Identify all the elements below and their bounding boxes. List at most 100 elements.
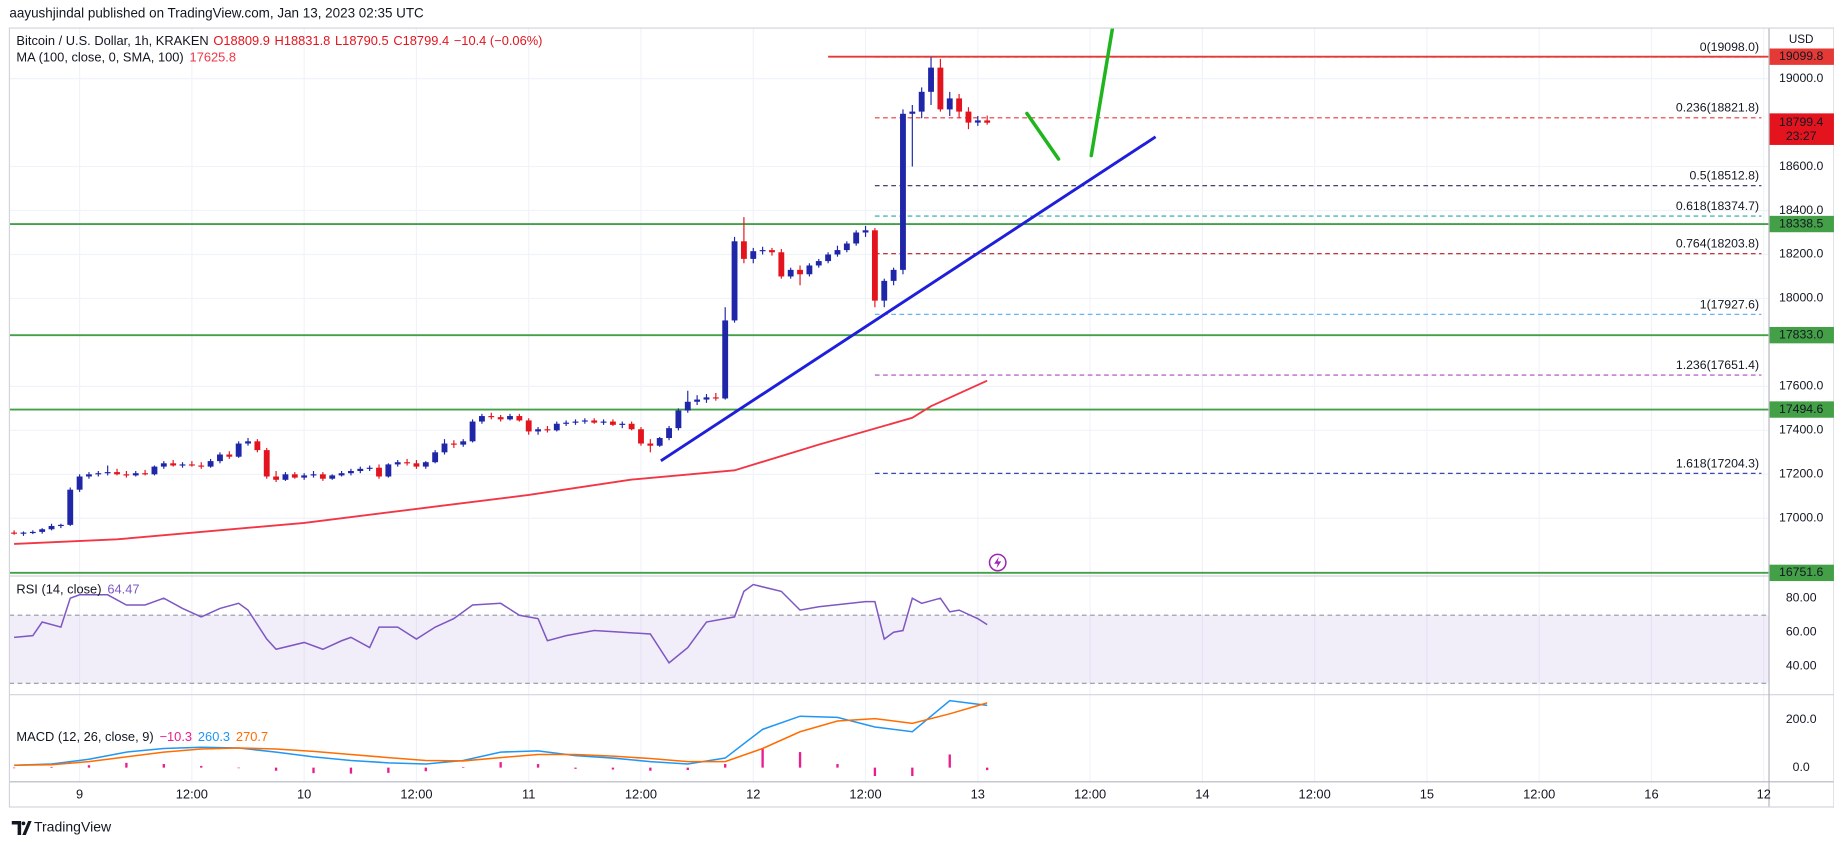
histogram-bar xyxy=(948,754,951,768)
candle-body xyxy=(956,98,963,112)
macd-line xyxy=(14,699,988,766)
candle-body xyxy=(385,464,392,477)
level-tag-label: 19099.8 xyxy=(1779,49,1824,63)
candle-body xyxy=(731,241,738,321)
ohlc-value: C18799.4 xyxy=(393,33,449,48)
y-tick-label: 17400.0 xyxy=(1779,423,1824,437)
candle-body xyxy=(179,464,186,466)
level-tag xyxy=(1769,564,1834,582)
candle-body xyxy=(217,454,223,462)
x-tick-label: 10 xyxy=(297,787,311,802)
candle-body xyxy=(441,443,448,453)
candle-body xyxy=(245,441,251,444)
fib-label: 0.236(18821.8) xyxy=(1676,101,1759,115)
indicator-value: 260.3 xyxy=(198,729,230,744)
x-tick-label: 12:00 xyxy=(400,787,432,802)
y-tick-label: 200.0 xyxy=(1786,712,1817,726)
candle-body xyxy=(95,473,102,475)
histogram-bar xyxy=(798,752,802,768)
candle-body xyxy=(404,462,410,464)
histogram-bar xyxy=(611,767,615,770)
price-tag-label: 18799.4 xyxy=(1779,115,1824,129)
histogram-bar xyxy=(761,748,764,768)
indicator-legend: RSI (14, close) 64.47 xyxy=(16,582,139,597)
candle-body xyxy=(862,230,869,233)
level-tag xyxy=(1769,48,1834,65)
histogram-bar xyxy=(424,767,427,772)
candle-body xyxy=(479,416,485,422)
candle-body xyxy=(806,265,813,275)
histogram-bar xyxy=(724,764,727,768)
drawn-stroke xyxy=(1025,111,1061,161)
y-tick-label: 18000.0 xyxy=(1779,291,1824,305)
axis-tags: 9 12:00 10 12:00 11 12:00 12 12:00 13 12:00 14 12:0… xyxy=(76,33,1834,802)
rsi-band xyxy=(9,615,1769,684)
symbol-title: Bitcoin / U.S. Dollar, 1h, KRAKEN xyxy=(16,33,208,48)
candle-body xyxy=(123,474,130,476)
histogram-bar xyxy=(836,764,839,768)
candle-body xyxy=(432,452,439,463)
candle-body xyxy=(909,111,916,114)
candle-body xyxy=(291,474,298,478)
histogram-bar xyxy=(387,767,390,773)
candle-body xyxy=(310,474,317,476)
candle-body xyxy=(301,475,308,478)
histogram-bar xyxy=(274,767,278,771)
candle-body xyxy=(235,443,242,457)
y-tick-label: 17000.0 xyxy=(1779,511,1824,525)
y-tick-label: 18400.0 xyxy=(1779,203,1824,217)
x-tick-label: 14 xyxy=(1195,787,1209,802)
ohlc-value: L18790.5 xyxy=(335,33,389,48)
macd-line xyxy=(14,702,988,766)
candle-body xyxy=(591,420,598,423)
x-tick-label: 12:00 xyxy=(625,787,657,802)
candle-body xyxy=(535,429,541,432)
candle-body xyxy=(507,416,513,420)
alert-bolt[interactable] xyxy=(994,556,1002,569)
legends: Bitcoin / U.S. Dollar, 1h, KRAKEN O18809.… xyxy=(16,33,542,744)
candle-body xyxy=(488,416,495,418)
candle-body xyxy=(273,476,280,480)
candle-body xyxy=(890,269,897,281)
candle-body xyxy=(142,473,149,475)
candle-body xyxy=(544,429,551,431)
rsi-line xyxy=(14,583,988,665)
candle-body xyxy=(703,397,710,400)
candle-body xyxy=(722,320,729,399)
histogram-bar xyxy=(125,762,128,768)
candle-body xyxy=(871,230,878,301)
candle-body xyxy=(553,423,560,431)
x-tick-label: 12:00 xyxy=(1074,787,1106,802)
candle-body xyxy=(609,421,616,425)
candle-body xyxy=(497,417,504,420)
alert-icon[interactable] xyxy=(988,553,1007,572)
candle-body xyxy=(114,472,120,475)
candle-body xyxy=(647,443,654,446)
brand-logo xyxy=(11,821,32,836)
histogram-bar xyxy=(911,767,914,776)
candle-body xyxy=(282,474,289,480)
candle-body xyxy=(76,476,83,490)
candle-body xyxy=(460,441,467,445)
y-tick-label: 18200.0 xyxy=(1779,247,1824,261)
ma-name: MA (100, close, 0, SMA, 100) xyxy=(16,50,183,65)
level-tag-label: 17494.6 xyxy=(1779,402,1824,416)
candle-body xyxy=(740,241,747,259)
y-tick-label: 17600.0 xyxy=(1779,379,1824,393)
histogram-bar xyxy=(536,764,540,768)
x-tick-label: 13 xyxy=(971,787,985,802)
candle-body xyxy=(843,243,850,251)
candle-body xyxy=(881,280,888,301)
candle-body xyxy=(450,443,457,445)
y-tick-label: 19000.0 xyxy=(1779,71,1824,85)
histogram-bar xyxy=(200,765,203,768)
histogram-bar xyxy=(12,767,16,769)
indicator-name: RSI (14, close) xyxy=(16,582,101,597)
indicator-value: 64.47 xyxy=(107,582,139,597)
histogram-bar xyxy=(873,767,877,776)
candle-body xyxy=(263,450,270,477)
candle-body xyxy=(928,67,934,92)
x-tick-label: 16 xyxy=(1644,787,1658,802)
candle-body xyxy=(348,471,354,474)
level-tag xyxy=(1769,326,1834,344)
